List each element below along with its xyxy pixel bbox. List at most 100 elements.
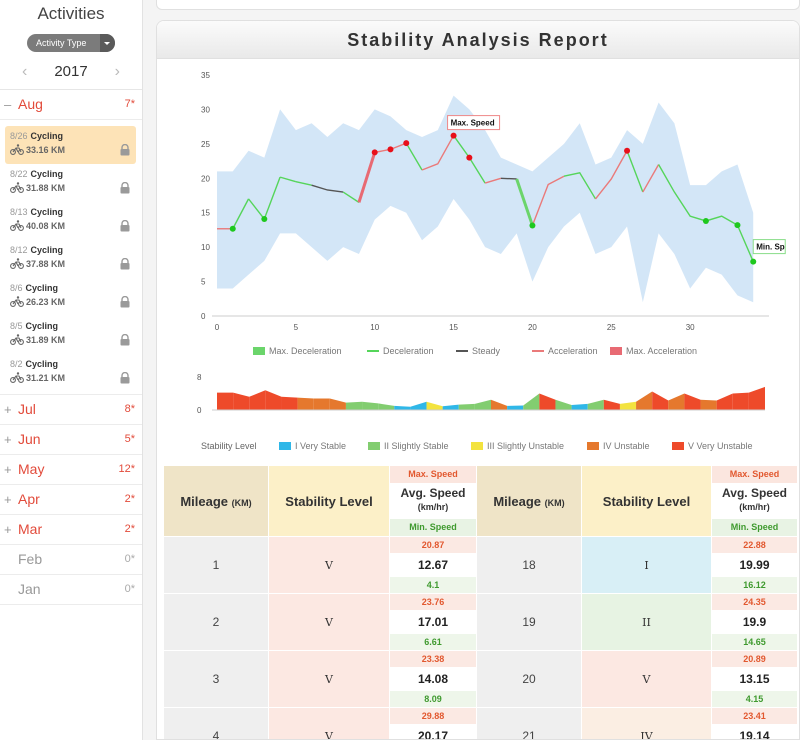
x-tick-label: 10 bbox=[370, 323, 379, 332]
month-count: 0* bbox=[124, 583, 135, 595]
legend-title: Stability Level bbox=[201, 441, 257, 451]
legend-swatch bbox=[610, 347, 622, 355]
activity-detail: 31.21 KM bbox=[10, 372, 136, 383]
activity-item[interactable]: 8/6 Cycling 26.23 KM bbox=[5, 278, 136, 316]
activity-item[interactable]: 8/22 Cycling 31.88 KM bbox=[5, 164, 136, 202]
chevron-right-icon[interactable]: › bbox=[114, 63, 120, 80]
bicycle-icon bbox=[10, 220, 24, 231]
lock-icon[interactable] bbox=[119, 257, 131, 270]
activity-date: 8/22 bbox=[10, 169, 28, 179]
stability-area-segment bbox=[378, 403, 395, 410]
legend-item[interactable]: Max. Acceleration bbox=[610, 346, 697, 356]
legend-item[interactable]: Deceleration bbox=[367, 346, 434, 356]
speed-segment bbox=[531, 175, 565, 226]
top-card bbox=[156, 0, 800, 10]
stability-legend-item[interactable]: I Very Stable bbox=[279, 441, 346, 451]
month-aug[interactable]: – Aug 7* bbox=[0, 90, 142, 120]
speed-cell: 29.88 20.17 bbox=[389, 707, 477, 740]
table-header-row: Mileage (KM) Stability Level Max. Speed … bbox=[163, 465, 798, 537]
annotation-label: Max. Speed bbox=[451, 119, 495, 128]
speed-cell: 23.41 19.14 bbox=[711, 707, 798, 739]
stability-legend-item[interactable]: IV Unstable bbox=[587, 441, 650, 451]
month-name: Feb bbox=[18, 551, 43, 567]
stability-area-segment bbox=[716, 393, 733, 410]
activity-item[interactable]: 8/12 Cycling 37.88 KM bbox=[5, 240, 136, 278]
lock-icon[interactable] bbox=[119, 333, 131, 346]
stability-area-segment bbox=[587, 399, 604, 410]
activity-item[interactable]: 8/26 Cycling 33.16 KM bbox=[5, 126, 136, 164]
lock-icon[interactable] bbox=[119, 371, 131, 384]
activity-detail: 33.16 KM bbox=[10, 144, 136, 155]
stability-area-segment bbox=[571, 403, 588, 410]
avg-speed-value: 19.99 bbox=[739, 558, 770, 572]
bicycle-icon bbox=[10, 258, 24, 269]
stability-level-cell: V bbox=[268, 536, 390, 594]
stability-level-cell: V bbox=[268, 707, 390, 739]
min-speed-value: 4.1 bbox=[390, 577, 476, 593]
legend-item[interactable]: Steady bbox=[456, 346, 501, 356]
activity-list: 8/26 Cycling 33.16 KM 8/22 Cycling 31.88 KM 8/… bbox=[0, 120, 142, 395]
lock-icon[interactable] bbox=[119, 143, 131, 156]
activity-item[interactable]: 8/5 Cycling 31.89 KM bbox=[5, 316, 136, 354]
min-speed-header: Min. Speed bbox=[712, 519, 797, 536]
mileage-cell: 2 bbox=[163, 593, 269, 651]
month-feb[interactable]: Feb 0* bbox=[0, 545, 142, 575]
month-jan[interactable]: Jan 0* bbox=[0, 575, 142, 605]
legend-item[interactable]: Acceleration bbox=[532, 346, 598, 356]
speed-stack: 22.88 19.99 16.12 bbox=[712, 537, 797, 593]
bicycle-icon bbox=[10, 296, 24, 307]
stability-area-segment bbox=[652, 391, 669, 410]
speed-segment bbox=[247, 198, 265, 220]
avg-speed-header: Avg. Speed (km/hr) bbox=[390, 483, 476, 519]
min-speed-marker bbox=[702, 217, 709, 224]
month-jun[interactable]: + Jun 5* bbox=[0, 425, 142, 455]
stability-legend-item[interactable]: II Slightly Stable bbox=[368, 441, 449, 451]
speed-cell: 22.88 19.99 16.12 bbox=[711, 536, 798, 594]
activity-item[interactable]: 8/13 Cycling 40.08 KM bbox=[5, 202, 136, 240]
y-tick-label: 15 bbox=[201, 209, 210, 218]
month-jul[interactable]: + Jul 8* bbox=[0, 395, 142, 425]
activity-type: Cycling bbox=[25, 359, 59, 369]
month-may[interactable]: + May 12* bbox=[0, 455, 142, 485]
speed-stack: 24.35 19.9 14.65 bbox=[712, 594, 797, 650]
activity-type-dropdown[interactable]: Activity Type bbox=[27, 34, 115, 52]
month-count: 7* bbox=[124, 98, 135, 110]
lock-icon[interactable] bbox=[119, 219, 131, 232]
legend-swatch bbox=[368, 442, 380, 450]
legend-swatch bbox=[471, 442, 483, 450]
bicycle-icon bbox=[10, 182, 24, 193]
mileage-cell: 19 bbox=[476, 593, 582, 651]
stability-area-segment bbox=[249, 390, 266, 410]
stability-area-segment bbox=[636, 391, 653, 410]
min-speed-marker bbox=[734, 222, 741, 229]
stability-level-cell: V bbox=[581, 650, 712, 708]
month-count: 8* bbox=[124, 403, 135, 415]
chevron-left-icon[interactable]: ‹ bbox=[22, 63, 28, 80]
speed-segment bbox=[594, 150, 628, 200]
activity-item[interactable]: 8/2 Cycling 31.21 KM bbox=[5, 354, 136, 392]
legend-item[interactable]: Max. Deceleration bbox=[253, 346, 342, 356]
legend-swatch bbox=[253, 347, 265, 355]
max-speed-value: 23.76 bbox=[390, 594, 476, 610]
stability-legend-item[interactable]: V Very Unstable bbox=[672, 441, 753, 451]
activity-type: Cycling bbox=[30, 245, 64, 255]
activity-type-label: Activity Type bbox=[36, 38, 87, 48]
stability-area-segment bbox=[474, 399, 491, 410]
speed-segment bbox=[421, 135, 455, 171]
speed-segment bbox=[357, 151, 377, 203]
month-mar[interactable]: + Mar 2* bbox=[0, 515, 142, 545]
speed-segment bbox=[500, 177, 517, 180]
stability-legend-item[interactable]: III Slightly Unstable bbox=[471, 441, 564, 451]
avg-speed-value: 20.17 bbox=[417, 729, 449, 740]
stability-level-cell: II bbox=[581, 593, 712, 651]
stability-level-cell: I bbox=[581, 536, 712, 594]
activity-distance: 31.88 KM bbox=[26, 183, 66, 193]
lock-icon[interactable] bbox=[119, 181, 131, 194]
stability-area-segment bbox=[732, 392, 749, 410]
lock-icon[interactable] bbox=[119, 295, 131, 308]
activity-date: 8/2 bbox=[10, 359, 23, 369]
month-name: Jul bbox=[18, 401, 36, 417]
month-apr[interactable]: + Apr 2* bbox=[0, 485, 142, 515]
stability-report-panel: Stability Analysis Report 0 5 10 15 20 25 30 35… bbox=[156, 20, 800, 740]
speed-stack: 23.38 14.08 8.09 bbox=[390, 651, 476, 707]
